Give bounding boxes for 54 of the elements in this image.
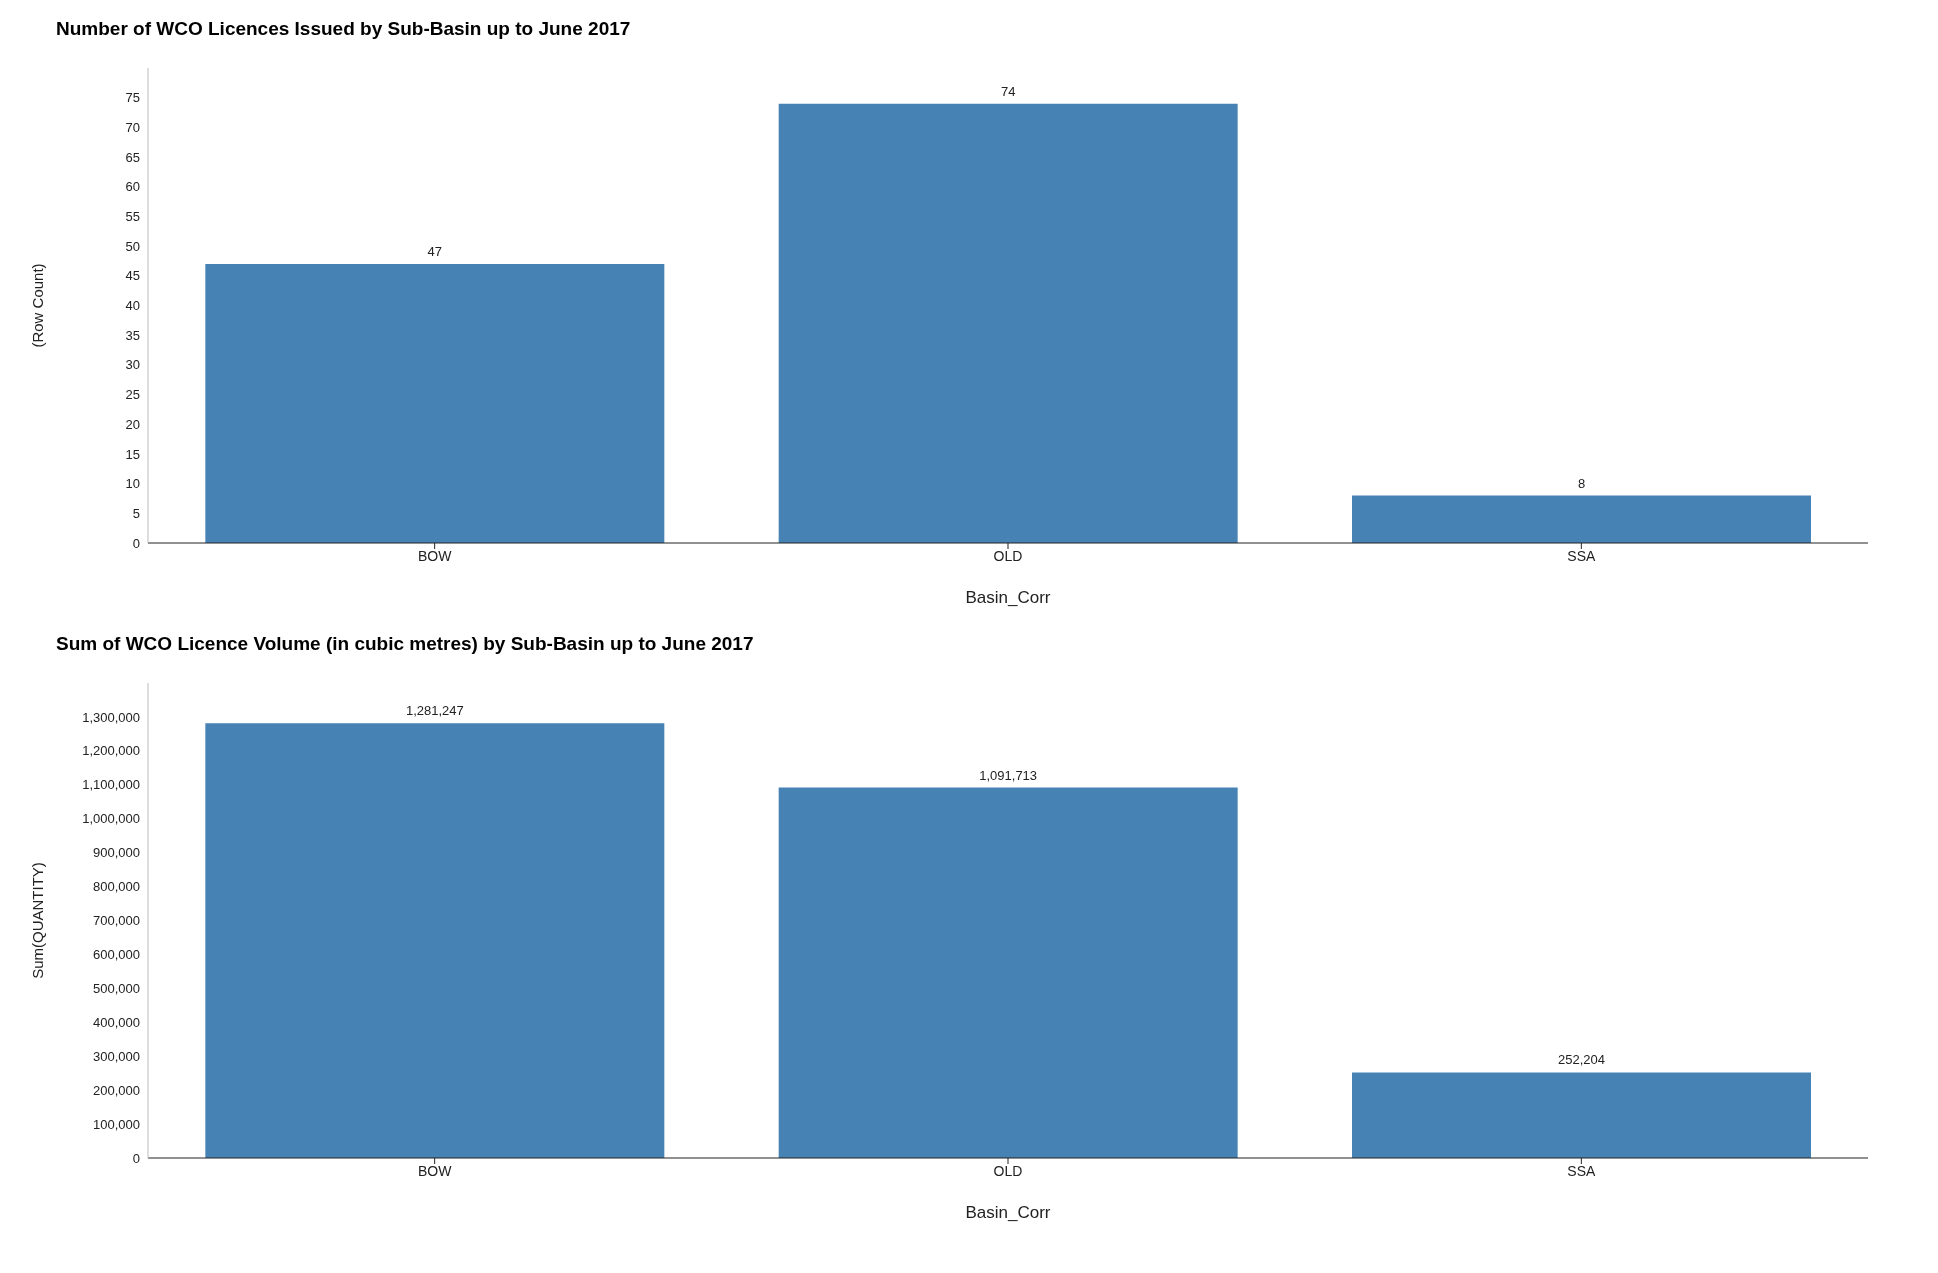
chart-title: Sum of WCO Licence Volume (in cubic metres) by Sub-Basin up to June 2017 bbox=[56, 632, 755, 656]
y-tick-label: 1,300,000 bbox=[82, 709, 140, 725]
data-label: 1,091,713 bbox=[979, 767, 1038, 783]
y-tick-label: 70 bbox=[125, 119, 140, 135]
data-label: 74 bbox=[1000, 83, 1016, 99]
bar bbox=[1352, 1072, 1811, 1158]
y-tick-label: 75 bbox=[125, 90, 140, 106]
y-tick-label: 15 bbox=[125, 446, 140, 462]
bar bbox=[1352, 495, 1811, 543]
x-tick-label: SSA bbox=[1567, 1162, 1596, 1179]
y-tick-label: 0 bbox=[132, 535, 140, 551]
y-tick-label: 65 bbox=[125, 149, 140, 165]
y-tick-label: 10 bbox=[125, 476, 140, 492]
y-tick-label: 200,000 bbox=[93, 1082, 140, 1098]
data-label: 1,281,247 bbox=[405, 703, 464, 719]
y-tick-label: 50 bbox=[125, 238, 140, 254]
data-label: 8 bbox=[1577, 475, 1586, 491]
y-tick-label: 0 bbox=[132, 1150, 140, 1166]
data-label: 47 bbox=[427, 243, 443, 259]
y-tick-label: 20 bbox=[125, 416, 140, 432]
y-axis-title: Sum(QUANTITY) bbox=[29, 862, 47, 979]
x-tick-label: SSA bbox=[1567, 547, 1596, 564]
x-axis-title: Basin_Corr bbox=[965, 588, 1051, 607]
bar bbox=[778, 787, 1238, 1158]
chart-title: Number of WCO Licences Issued by Sub-Basin up to June 2017 bbox=[56, 17, 632, 41]
y-tick-label: 35 bbox=[125, 327, 140, 343]
y-tick-label: 400,000 bbox=[93, 1014, 140, 1030]
y-tick-label: 1,100,000 bbox=[82, 777, 140, 793]
y-tick-label: 100,000 bbox=[93, 1116, 140, 1132]
y-tick-label: 45 bbox=[125, 268, 140, 284]
y-tick-label: 25 bbox=[125, 387, 140, 403]
x-tick-label: OLD bbox=[993, 547, 1023, 564]
y-tick-label: 300,000 bbox=[93, 1048, 140, 1064]
y-tick-label: 30 bbox=[125, 357, 140, 373]
y-tick-label: 1,200,000 bbox=[82, 743, 140, 759]
bar bbox=[205, 263, 665, 543]
bar bbox=[205, 723, 665, 1158]
x-tick-label: BOW bbox=[417, 547, 453, 564]
y-tick-label: 700,000 bbox=[93, 913, 140, 929]
y-tick-label: 1,000,000 bbox=[82, 811, 140, 827]
y-tick-label: 60 bbox=[125, 179, 140, 195]
y-tick-label: 600,000 bbox=[93, 947, 140, 963]
y-tick-label: 5 bbox=[132, 505, 140, 521]
y-tick-label: 800,000 bbox=[93, 879, 140, 895]
x-tick-label: BOW bbox=[417, 1162, 453, 1179]
y-axis-title: (Row Count) bbox=[29, 263, 47, 348]
x-tick-label: OLD bbox=[993, 1162, 1023, 1179]
y-tick-label: 40 bbox=[125, 298, 140, 314]
y-tick-label: 500,000 bbox=[93, 980, 140, 996]
x-axis-title: Basin_Corr bbox=[965, 1203, 1051, 1222]
y-tick-label: 900,000 bbox=[93, 845, 140, 861]
y-tick-label: 55 bbox=[125, 209, 140, 225]
data-label: 252,204 bbox=[1558, 1052, 1605, 1068]
bar bbox=[778, 103, 1238, 543]
